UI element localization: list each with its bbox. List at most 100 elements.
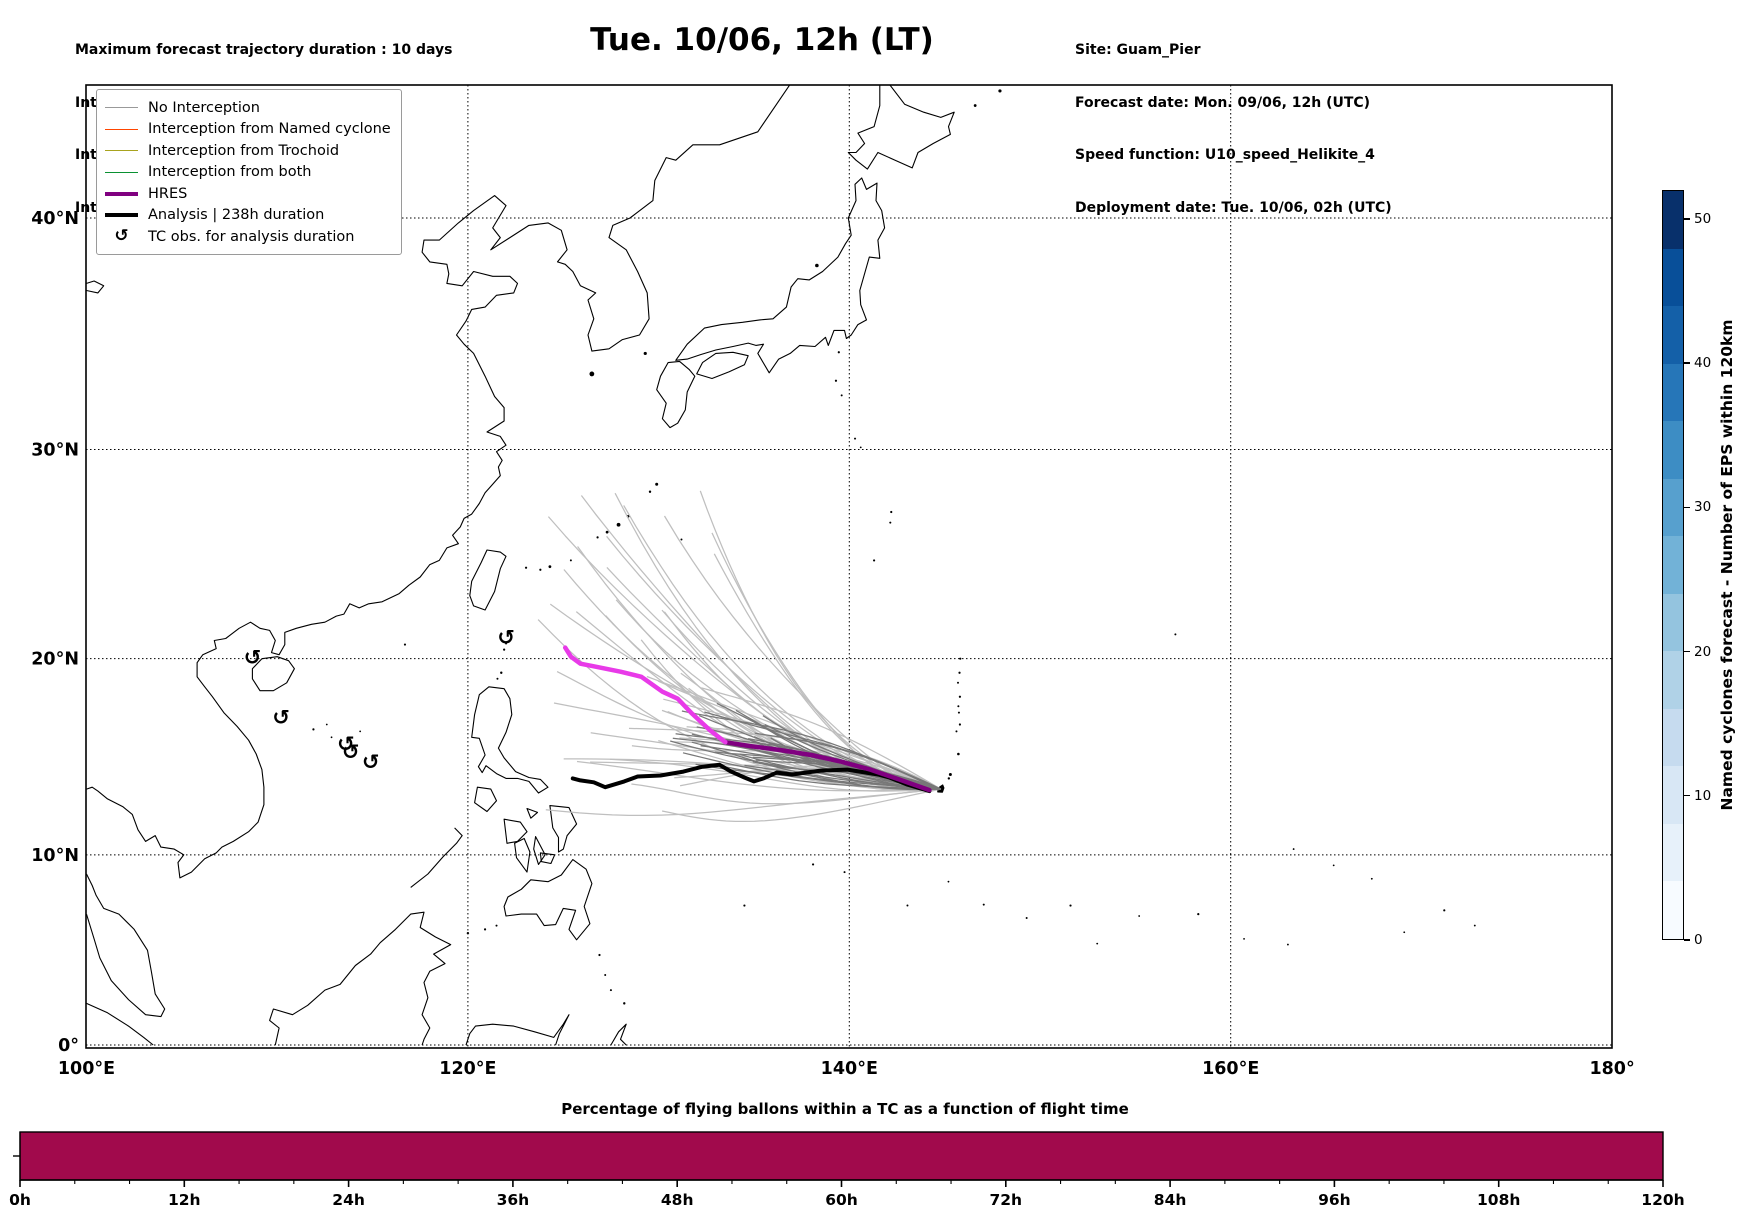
island-dot	[548, 565, 552, 569]
island-dot	[948, 773, 952, 777]
colorbar-tick	[1684, 506, 1690, 508]
coastline-path	[610, 1023, 627, 1046]
island-dot	[955, 730, 958, 733]
island-dot	[1287, 943, 1289, 946]
island-dot	[1292, 848, 1295, 850]
island-dot	[609, 989, 612, 992]
eps-trajectory-light	[640, 639, 941, 792]
eps-trajectory-dark	[739, 753, 941, 790]
island-outline	[696, 351, 749, 380]
legend-item: ↺ TC obs. for analysis duration	[105, 226, 391, 248]
legend-item: Analysis | 238h duration	[105, 205, 391, 227]
island-dot	[1243, 937, 1245, 940]
island-dot	[840, 394, 843, 397]
colorbar-tick-label: 0	[1694, 932, 1703, 948]
island-outline	[503, 859, 593, 941]
eps-trajectories-dense	[670, 702, 942, 791]
island-dot	[859, 446, 862, 449]
bar-x-tick-label: 108h	[1477, 1191, 1520, 1209]
coastline-path	[86, 873, 166, 1018]
colorbar-segment	[1663, 363, 1683, 422]
island-dot	[598, 953, 601, 957]
colorbar-tick-label: 50	[1694, 210, 1712, 227]
island-dot	[648, 490, 652, 493]
colorbar-segment	[1663, 536, 1683, 594]
bar-x-tick-label: 12h	[168, 1191, 201, 1209]
eps-trajectory-dark	[695, 763, 941, 790]
island-outline	[503, 818, 528, 844]
colorbar-tick	[1684, 795, 1690, 797]
legend-item: Interception from both	[105, 162, 391, 184]
legend-label: TC obs. for analysis duration	[148, 228, 355, 245]
lat-tick-label: 0°	[58, 1036, 79, 1056]
legend-item: No Interception	[105, 97, 391, 119]
flight-time-bar-chart: 0h 12h 24h 36h 48h 60h 72h 84h 96h 108h 120h	[9, 1131, 1685, 1209]
legend-label: Analysis | 238h duration	[148, 207, 325, 224]
island-dot	[500, 671, 503, 674]
colorbar-segment	[1663, 823, 1683, 882]
coastline-path	[86, 280, 105, 294]
analysis-track	[570, 762, 932, 794]
legend-label: No Interception	[148, 99, 260, 116]
island-dot	[956, 681, 959, 684]
eps-trajectory-light	[545, 788, 941, 817]
island-dot	[643, 351, 647, 356]
island-dot	[616, 522, 621, 527]
island-outline	[514, 837, 531, 873]
colorbar-segment	[1663, 766, 1683, 824]
bar-x-tick-label: 120h	[1641, 1191, 1684, 1209]
legend-label: HRES	[148, 185, 188, 202]
bar-x-tick-label: 84h	[1154, 1191, 1187, 1209]
island-dot	[906, 904, 909, 907]
forecast-date-label: Forecast date: Mon. 09/06, 12h (UTC)	[1075, 94, 1371, 111]
lon-tick-label: 160°E	[1202, 1059, 1259, 1079]
lon-tick-label: 120°E	[439, 1059, 496, 1079]
island-dot	[605, 530, 609, 534]
legend-item: HRES	[105, 183, 391, 205]
island-dot	[957, 711, 960, 714]
flight-bar-title: Percentage of flying ballons within a TC…	[561, 1100, 1129, 1118]
eps-trajectory-light	[663, 698, 942, 790]
lon-tick-label: 140°E	[821, 1059, 878, 1079]
coastline-path	[465, 1014, 570, 1046]
colorbar-segment	[1663, 306, 1683, 364]
header-left-line: Maximum forecast trajectory duration : 1…	[75, 42, 453, 58]
island-dot	[1138, 915, 1141, 917]
island-dot	[1025, 916, 1028, 919]
colorbar-tick-label: 40	[1694, 355, 1712, 372]
tc-obs-cyclone-icon: ↺	[337, 732, 355, 756]
island-dot	[1096, 942, 1099, 945]
legend-line-swatch	[105, 171, 138, 173]
island-dot	[890, 510, 893, 514]
island-dot	[958, 695, 962, 698]
island-dot	[959, 657, 962, 660]
island-dot	[947, 880, 950, 883]
island-dot	[655, 482, 659, 486]
island-dot	[1443, 909, 1446, 912]
island-dot	[957, 752, 960, 756]
eps-trajectory-dark	[672, 737, 941, 790]
legend-line-swatch	[105, 150, 138, 152]
tc-obs-cyclone-icon: ↺	[362, 750, 380, 774]
colorbar-segment	[1663, 191, 1683, 249]
hres-track	[723, 739, 932, 793]
island-dot	[495, 924, 498, 927]
eps-trajectory-light	[663, 515, 941, 790]
island-dot	[1174, 633, 1177, 636]
island-dot	[503, 648, 506, 651]
island-dot	[815, 263, 819, 268]
eps-trajectory-light	[701, 687, 942, 790]
island-dot	[811, 863, 815, 866]
island-outline	[847, 85, 955, 170]
island-dot	[1197, 913, 1200, 916]
legend-line-swatch	[105, 213, 138, 218]
island-dot	[589, 371, 595, 377]
site-label: Site: Guam_Pier	[1075, 42, 1201, 58]
deployment-date-label: Deployment date: Tue. 10/06, 02h (UTC)	[1075, 199, 1392, 216]
island-dot	[483, 928, 487, 931]
island-outline	[675, 177, 886, 374]
colorbar-gradient	[1662, 190, 1684, 940]
island-dot	[1069, 904, 1072, 907]
legend-cyclone-icon: ↺	[114, 226, 129, 247]
island-dot	[957, 705, 960, 708]
